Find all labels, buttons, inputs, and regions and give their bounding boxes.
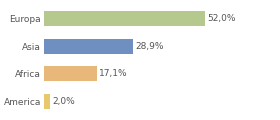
Bar [44, 66, 97, 81]
Text: 52,0%: 52,0% [207, 14, 236, 23]
Text: 28,9%: 28,9% [136, 42, 164, 51]
Bar [44, 11, 205, 26]
Text: 2,0%: 2,0% [52, 97, 75, 106]
Bar [44, 94, 50, 109]
Bar [44, 39, 133, 54]
Text: 17,1%: 17,1% [99, 69, 128, 78]
